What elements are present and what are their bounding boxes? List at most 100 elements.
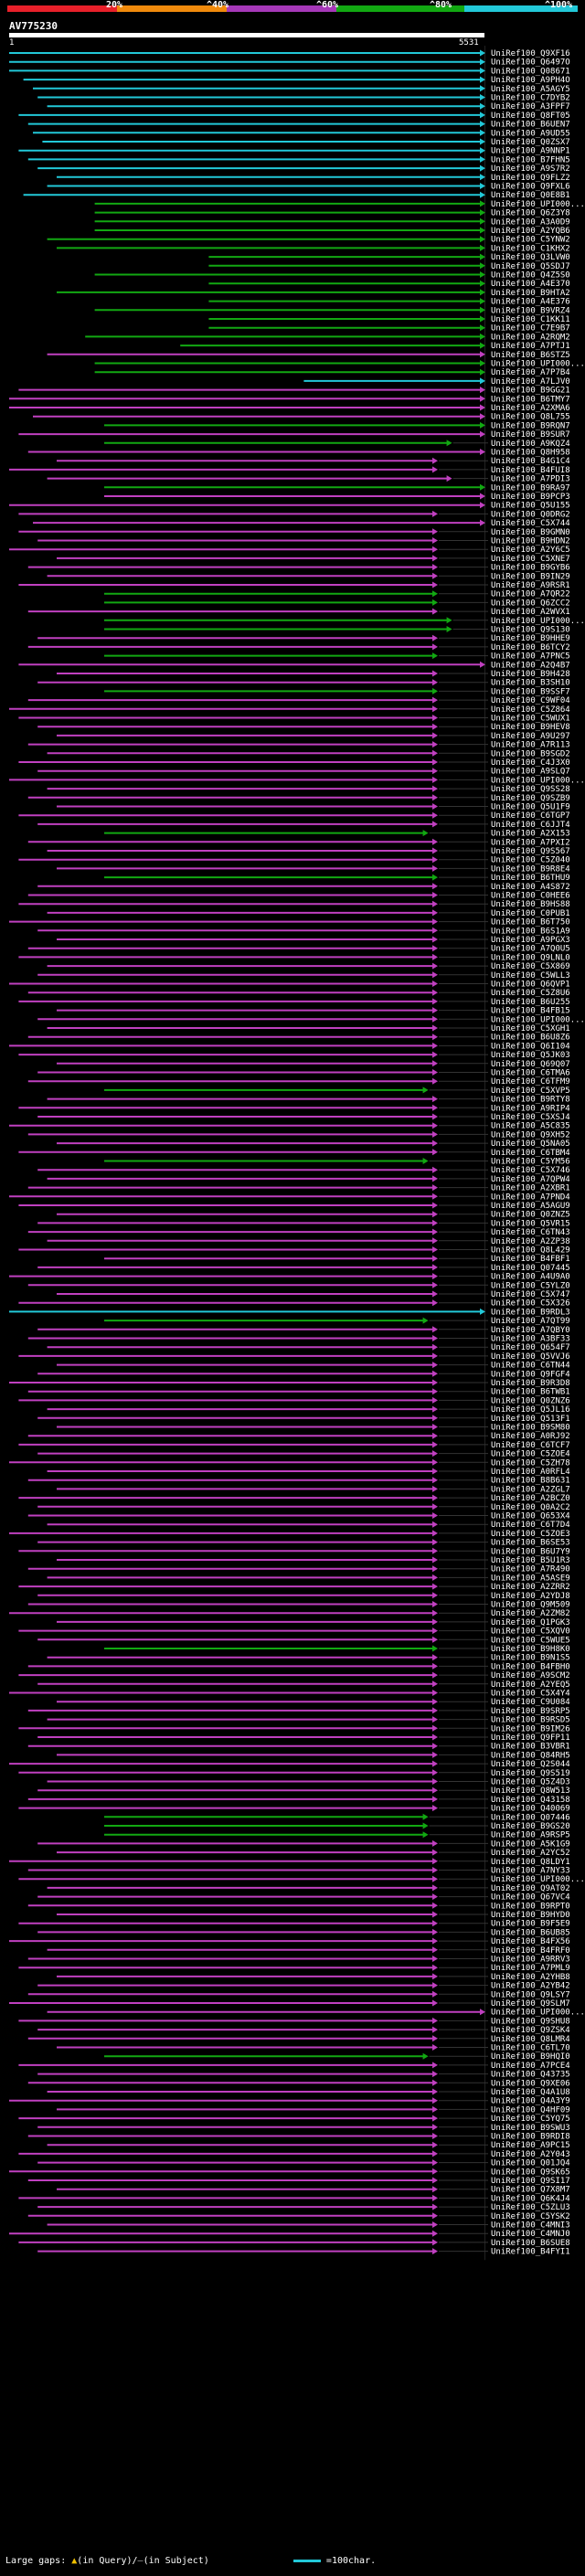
hit-label[interactable]: UniRef100_A2YDJ8 [491, 1592, 570, 1601]
hit-label[interactable]: UniRef100_Q9LSY7 [491, 1990, 570, 1999]
hit-row[interactable]: UniRef100_Q5NA05 [57, 1140, 570, 1149]
hit-row[interactable]: UniRef100_B4FBF1 [104, 1255, 570, 1264]
hit-row[interactable]: UniRef100_Q07445 [37, 1264, 570, 1273]
hit-row[interactable]: UniRef100_A9PC15 [47, 2141, 570, 2150]
hit-label[interactable]: UniRef100_B9GMN0 [491, 528, 570, 537]
hit-label[interactable]: UniRef100_A2YB42 [491, 1982, 570, 1991]
hit-row[interactable]: UniRef100_B9RSD5 [47, 1716, 570, 1725]
hit-row[interactable]: UniRef100_B6STZ5 [47, 351, 570, 360]
hit-label[interactable]: UniRef100_Q9FGF4 [491, 1370, 570, 1379]
hit-row[interactable]: UniRef100_Q9FGF4 [37, 1370, 570, 1379]
hit-label[interactable]: UniRef100_B9RQN7 [491, 421, 570, 430]
hit-label[interactable]: UniRef100_A2RQM2 [491, 333, 570, 342]
hit-label[interactable]: UniRef100_B9HHE9 [491, 634, 570, 643]
hit-label[interactable]: UniRef100_C5YQ75 [491, 2115, 570, 2124]
hit-label[interactable]: UniRef100_B6UEN7 [491, 121, 570, 130]
hit-label[interactable]: UniRef100_B6THU9 [491, 874, 570, 883]
hit-row[interactable]: UniRef100_C6TN43 [27, 1228, 570, 1237]
hit-row[interactable]: UniRef100_A9S7R2 [37, 164, 570, 174]
hit-row[interactable]: UniRef100_B9VRZ4 [94, 306, 570, 315]
hit-row[interactable]: UniRef100_B3SH10 [37, 679, 570, 688]
hit-label[interactable]: UniRef100_B3SH10 [491, 679, 570, 688]
hit-row[interactable]: UniRef100_B6UEN7 [27, 121, 570, 130]
hit-label[interactable]: UniRef100_A9SLQ7 [491, 768, 570, 777]
hit-label[interactable]: UniRef100_Q5U155 [491, 502, 570, 511]
hit-row[interactable]: UniRef100_Q9SS28 [47, 785, 570, 794]
hit-label[interactable]: UniRef100_Q5U1F9 [491, 803, 570, 812]
hit-row[interactable]: UniRef100_Q40069 [18, 1805, 570, 1814]
hit-label[interactable]: UniRef100_UPI000... [491, 360, 585, 369]
hit-row[interactable]: UniRef100_A2Y043 [18, 2150, 570, 2159]
hit-label[interactable]: UniRef100_C4MNJ0 [491, 2230, 570, 2239]
hit-row[interactable]: UniRef100_Q5U155 [9, 502, 570, 511]
hit-row[interactable]: UniRef100_B9GMN0 [18, 528, 570, 537]
hit-label[interactable]: UniRef100_Q9S567 [491, 847, 570, 856]
hit-label[interactable]: UniRef100_Q08671 [491, 67, 570, 76]
hit-row[interactable]: UniRef100_B6S1A9 [37, 927, 570, 936]
hit-row[interactable]: UniRef100_Q8L755 [33, 413, 570, 422]
hit-label[interactable]: UniRef100_B6T750 [491, 918, 570, 928]
hit-row[interactable]: UniRef100_B9H428 [57, 670, 570, 679]
hit-label[interactable]: UniRef100_B9HQI0 [491, 2052, 570, 2062]
hit-label[interactable]: UniRef100_A2Q4B7 [491, 661, 570, 670]
hit-label[interactable]: UniRef100_Q2S044 [491, 1760, 570, 1769]
hit-row[interactable]: UniRef100_C5ZH78 [9, 1458, 570, 1468]
hit-label[interactable]: UniRef100_Q0ZNZ5 [491, 1211, 570, 1220]
hit-row[interactable]: UniRef100_A2ZP38 [47, 1237, 570, 1246]
hit-label[interactable]: UniRef100_C5Z864 [491, 705, 570, 715]
hit-label[interactable]: UniRef100_B9GS20 [491, 1822, 570, 1831]
hit-label[interactable]: UniRef100_A9RRV3 [491, 1956, 570, 1965]
hit-label[interactable]: UniRef100_Q9FLZ2 [491, 174, 570, 183]
hit-label[interactable]: UniRef100_A9KQZ4 [491, 440, 570, 449]
hit-row[interactable]: UniRef100_A2BCZ0 [18, 1494, 570, 1503]
hit-label[interactable]: UniRef100_C6T7D4 [491, 1521, 570, 1530]
hit-label[interactable]: UniRef100_B9PCP3 [491, 493, 570, 502]
hit-label[interactable]: UniRef100_Q8L429 [491, 1246, 570, 1256]
hit-row[interactable]: UniRef100_A2ZRR2 [18, 1583, 570, 1592]
hit-label[interactable]: UniRef100_C5XGH1 [491, 1024, 570, 1034]
hit-label[interactable]: UniRef100_B6SE53 [491, 1539, 570, 1548]
hit-label[interactable]: UniRef100_C5X326 [491, 1299, 570, 1309]
hit-row[interactable]: UniRef100_Q4A3Y9 [9, 2097, 570, 2106]
hit-label[interactable]: UniRef100_Q84RH5 [491, 1751, 570, 1760]
hit-row[interactable]: UniRef100_B9HYD0 [57, 1911, 570, 1920]
hit-label[interactable]: UniRef100_C1KHX2 [491, 244, 570, 253]
hit-row[interactable]: UniRef100_B6U8Z6 [27, 1034, 570, 1043]
hit-row[interactable]: UniRef100_Q9LNL0 [18, 953, 570, 962]
hit-label[interactable]: UniRef100_A2ZRR2 [491, 1583, 570, 1592]
hit-row[interactable]: UniRef100_B4FX56 [9, 1937, 570, 1946]
hit-row[interactable]: UniRef100_B6T750 [9, 918, 570, 928]
hit-label[interactable]: UniRef100_B6TMY7 [491, 395, 570, 404]
hit-label[interactable]: UniRef100_A2YC52 [491, 1849, 570, 1858]
hit-row[interactable]: UniRef100_B9SGD2 [47, 749, 570, 758]
hit-label[interactable]: UniRef100_A2X153 [491, 830, 570, 839]
hit-row[interactable]: UniRef100_C0PUB1 [47, 909, 570, 918]
hit-label[interactable]: UniRef100_Q9SHU8 [491, 2017, 570, 2026]
hit-row[interactable]: UniRef100_B9HEV8 [37, 723, 570, 732]
hit-row[interactable]: UniRef100_B8B631 [27, 1477, 570, 1486]
hit-row[interactable]: UniRef100_Q5Z4D3 [47, 1778, 570, 1787]
hit-row[interactable]: UniRef100_B9HQI0 [104, 2052, 570, 2062]
hit-label[interactable]: UniRef100_B6U255 [491, 998, 570, 1007]
hit-row[interactable]: UniRef100_A7QBY0 [37, 1326, 570, 1335]
hit-label[interactable]: UniRef100_C5YSK2 [491, 2212, 570, 2221]
hit-label[interactable]: UniRef100_C5Z040 [491, 856, 570, 865]
hit-row[interactable]: UniRef100_C5XSJ4 [37, 1113, 570, 1122]
hit-row[interactable]: UniRef100_Q0ZSX7 [42, 138, 570, 147]
hit-row[interactable]: UniRef100_B9RA97 [104, 483, 570, 493]
hit-label[interactable]: UniRef100_B4FUI8 [491, 466, 570, 475]
hit-row[interactable]: UniRef100_Q67VC4 [37, 1893, 570, 1903]
hit-label[interactable]: UniRef100_B9HYD0 [491, 1911, 570, 1920]
hit-row[interactable]: UniRef100_B9PCP3 [104, 493, 570, 502]
hit-label[interactable]: UniRef100_A7QBY0 [491, 1326, 570, 1335]
hit-label[interactable]: UniRef100_Q5NA05 [491, 1140, 570, 1149]
hit-label[interactable]: UniRef100_A5C835 [491, 1122, 570, 1131]
hit-label[interactable]: UniRef100_Q513F1 [491, 1415, 570, 1424]
hit-label[interactable]: UniRef100_Q654F7 [491, 1343, 570, 1352]
hit-row[interactable]: UniRef100_Q9SZB9 [27, 794, 570, 803]
hit-row[interactable]: UniRef100_UPI000... [94, 360, 585, 369]
hit-label[interactable]: UniRef100_Q3LVW0 [491, 253, 570, 262]
hit-row[interactable]: UniRef100_A9PH4O [23, 76, 570, 85]
hit-row[interactable]: UniRef100_Q9SHU8 [18, 2017, 570, 2026]
hit-label[interactable]: UniRef100_A0RJ92 [491, 1432, 570, 1441]
